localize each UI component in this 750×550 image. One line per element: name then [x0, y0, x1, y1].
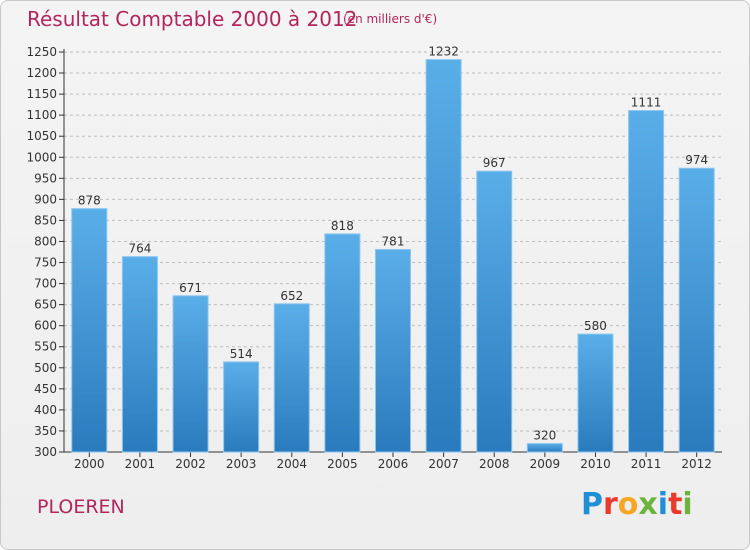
x-tick-label: 2011	[631, 457, 662, 471]
data-label: 967	[483, 156, 506, 170]
bar-2007	[425, 59, 462, 453]
y-tick-label: 750	[34, 256, 57, 270]
x-tick-label: 2002	[175, 457, 206, 471]
y-tick-label: 450	[34, 382, 57, 396]
bar-2008	[476, 170, 513, 453]
logo-letter: P	[581, 487, 603, 522]
data-label: 652	[280, 289, 303, 303]
y-tick-label: 350	[34, 424, 57, 438]
bar-2009	[526, 443, 563, 453]
chart-title: Résultat Comptable 2000 à 2012	[27, 7, 358, 31]
y-tick-label: 700	[34, 277, 57, 291]
data-label: 818	[331, 219, 354, 233]
x-tick-label: 2008	[479, 457, 510, 471]
labels: 300 350 400 450 500 550 600 650 700 750 800 850 900 9…	[26, 45, 712, 471]
bar-2000	[71, 208, 108, 453]
bar-2011	[628, 110, 665, 453]
town-name: PLOEREN	[37, 496, 125, 518]
data-label: 514	[230, 347, 253, 361]
data-label: 1232	[428, 45, 459, 59]
x-tick-label: 2012	[681, 457, 712, 471]
bar-2001	[121, 256, 158, 453]
y-tick-label: 300	[34, 445, 57, 459]
data-label: 320	[533, 429, 556, 443]
data-label: 764	[128, 242, 151, 256]
y-tick-label: 1100	[26, 108, 57, 122]
x-tick-label: 2001	[125, 457, 156, 471]
y-tick-label: 1000	[26, 150, 57, 164]
logo-letter: r	[603, 487, 618, 522]
bar-2010	[577, 333, 614, 453]
x-tick-label: 2010	[580, 457, 611, 471]
bar-2006	[375, 248, 411, 453]
x-tick-label: 2006	[378, 457, 409, 471]
y-tick-label: 550	[34, 340, 57, 354]
y-tick-label: 850	[34, 213, 57, 227]
y-tick-label: 500	[34, 361, 57, 375]
data-label: 781	[382, 234, 405, 248]
data-label: 974	[685, 153, 708, 167]
logo-letter: i	[682, 487, 693, 522]
data-label: 580	[584, 319, 607, 333]
y-tick-label: 600	[34, 319, 57, 333]
data-label: 1111	[631, 96, 662, 110]
bar-2005	[324, 233, 361, 453]
x-tick-label: 2004	[276, 457, 307, 471]
y-tick-label: 1200	[26, 66, 57, 80]
y-tick-label: 1150	[26, 87, 57, 101]
bar-2004	[273, 303, 310, 453]
bar-2003	[223, 361, 260, 453]
y-tick-label: 1050	[26, 129, 57, 143]
data-label: 671	[179, 281, 202, 295]
x-tick-label: 2005	[327, 457, 358, 471]
y-tick-label: 900	[34, 192, 57, 206]
y-tick-label: 950	[34, 171, 57, 185]
x-tick-label: 2007	[428, 457, 459, 471]
logo-letter: t	[668, 487, 683, 522]
data-label: 878	[78, 194, 101, 208]
y-tick-label: 1250	[26, 45, 57, 59]
bars	[71, 59, 715, 453]
bar-2012	[678, 167, 715, 453]
y-tick-label: 400	[34, 403, 57, 417]
x-tick-label: 2003	[226, 457, 257, 471]
x-tick-label: 2000	[74, 457, 105, 471]
proxiti-logo: Proxiti	[581, 487, 693, 522]
logo-letter: x	[638, 487, 658, 522]
logo-letter: i	[657, 487, 669, 522]
logo-letter: o	[617, 487, 639, 522]
x-tick-label: 2009	[530, 457, 561, 471]
y-tick-label: 650	[34, 298, 57, 312]
chart-subtitle: (en milliers d'€)	[343, 12, 438, 26]
bar-2002	[172, 295, 209, 453]
y-tick-label: 800	[34, 234, 57, 248]
